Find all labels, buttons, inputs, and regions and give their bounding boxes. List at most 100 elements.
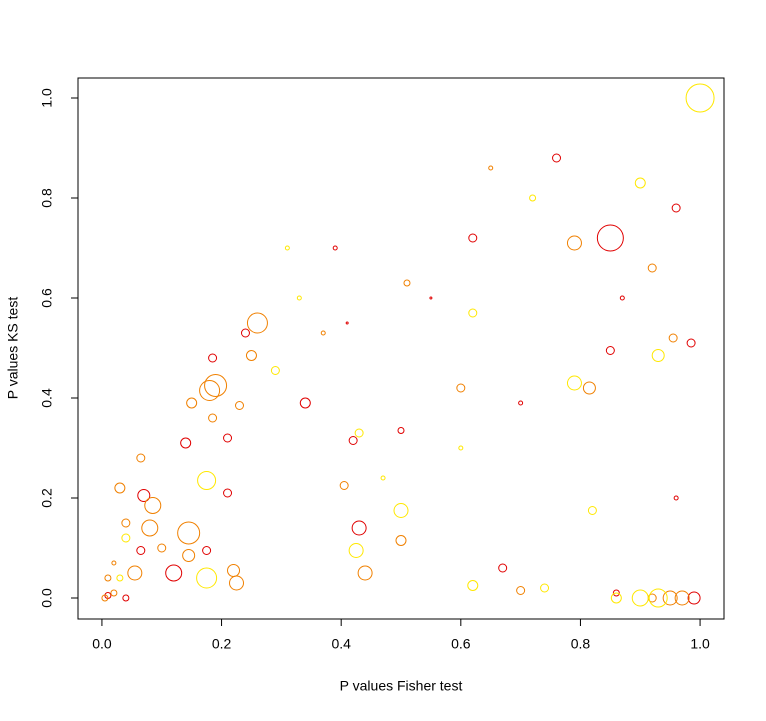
plot-box: [77, 77, 725, 620]
bubble: [674, 590, 690, 606]
bubble: [104, 574, 112, 582]
bubble: [395, 535, 407, 546]
bubble: [114, 482, 126, 494]
bubble: [393, 503, 409, 518]
bubble: [498, 563, 508, 573]
bubble: [686, 338, 696, 348]
bubble: [229, 575, 245, 591]
bubble: [380, 475, 386, 481]
y-tick-label: 0.0: [39, 588, 55, 608]
bubble: [348, 543, 364, 558]
bubble: [429, 296, 433, 300]
bubble: [197, 471, 217, 490]
bubble: [587, 506, 597, 515]
bubble: [204, 374, 228, 397]
bubble: [245, 350, 257, 361]
bubble: [651, 349, 665, 362]
y-tick-label: 0.4: [39, 388, 55, 408]
y-tick-label: 0.2: [39, 488, 55, 508]
x-axis-label: P values Fisher test: [340, 678, 463, 694]
bubble: [468, 233, 478, 243]
bubble: [137, 489, 151, 502]
bubble: [540, 583, 550, 593]
bubble: [468, 308, 478, 318]
bubble: [345, 321, 349, 325]
bubble: [111, 560, 117, 566]
bubble: [488, 165, 494, 171]
bubble: [566, 375, 582, 391]
bubble: [605, 346, 615, 355]
bubble: [518, 400, 524, 406]
x-tick-label: 1.0: [690, 636, 710, 652]
bubble: [296, 295, 302, 301]
bubble: [136, 453, 146, 463]
bubble: [612, 589, 620, 597]
bubble: [348, 436, 358, 445]
bubble: [467, 580, 479, 591]
bubble: [357, 565, 373, 581]
bubble: [246, 312, 268, 334]
bubble: [136, 546, 146, 555]
bubble: [397, 427, 405, 434]
x-tick-label: 0.4: [331, 636, 351, 652]
bubble: [235, 401, 244, 410]
bubble: [116, 574, 124, 582]
bubble: [157, 543, 167, 553]
x-tick-label: 0.2: [212, 636, 232, 652]
bubble: [634, 177, 646, 189]
bubble: [582, 381, 596, 395]
bubble: [332, 245, 338, 251]
bubble: [685, 83, 715, 113]
x-tick-label: 0.8: [571, 636, 591, 652]
bubble: [141, 519, 159, 537]
bubble: [516, 586, 526, 595]
bubble: [177, 521, 201, 545]
bubble: [270, 366, 280, 375]
bubble: [182, 549, 196, 562]
bubble: [223, 488, 233, 498]
bubble: [110, 589, 118, 597]
y-tick-label: 1.0: [39, 88, 55, 108]
bubble: [165, 564, 183, 582]
bubble: [552, 153, 562, 163]
bubble: [202, 546, 212, 555]
bubble: [208, 353, 218, 363]
bubble: [566, 235, 582, 251]
bubble: [354, 428, 364, 438]
bubble: [121, 533, 131, 543]
bubble: [121, 518, 131, 528]
bubble: [671, 203, 681, 213]
bubble: [186, 397, 198, 409]
bubble: [687, 591, 701, 605]
y-tick-label: 0.8: [39, 188, 55, 208]
bubble: [196, 567, 218, 589]
bubble: [122, 594, 130, 602]
bubble: [458, 445, 464, 451]
bubble: [673, 495, 679, 501]
bubble: [619, 295, 625, 301]
bubble: [529, 194, 537, 202]
bubble: [596, 224, 624, 252]
bubble: [180, 437, 192, 449]
bubble: [284, 245, 290, 251]
y-tick-label: 0.6: [39, 288, 55, 308]
bubble: [631, 589, 649, 607]
bubble: [339, 481, 349, 490]
bubble: [240, 328, 250, 338]
bubble: [208, 413, 218, 423]
bubble: [647, 263, 657, 273]
bubble: [320, 330, 326, 336]
bubble: [144, 497, 162, 514]
x-tick-label: 0.6: [451, 636, 471, 652]
y-axis-label: P values KS test: [5, 297, 21, 400]
bubble: [648, 588, 668, 608]
bubble: [227, 564, 241, 577]
bubble: [199, 380, 221, 401]
x-tick-label: 0.0: [92, 636, 112, 652]
bubble: [668, 333, 678, 343]
bubble: [351, 520, 367, 536]
bubble: [610, 592, 622, 604]
bubble: [403, 279, 411, 287]
